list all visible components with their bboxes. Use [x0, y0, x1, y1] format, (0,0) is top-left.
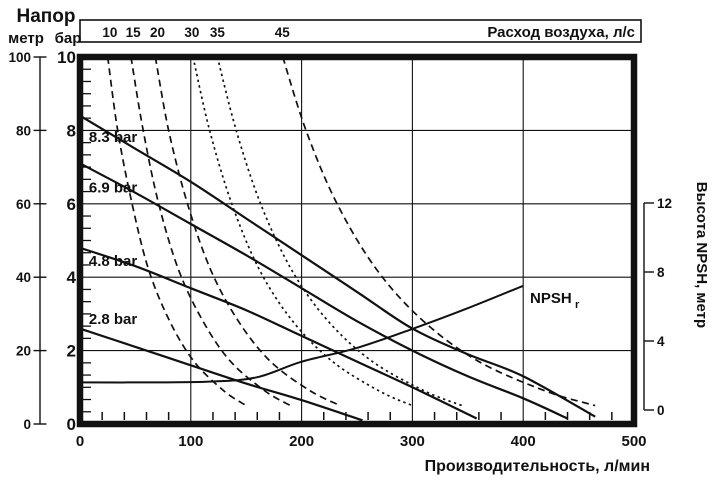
meters-tick-label: 0 — [23, 417, 31, 432]
air-flow-tick-label: 15 — [126, 25, 142, 40]
meters-tick-label: 40 — [16, 270, 31, 285]
capacity-axis-title: Производительность, л/мин — [425, 458, 650, 475]
capacity-tick-label: 200 — [289, 433, 314, 450]
bar-tick-label: 2 — [67, 342, 76, 361]
pressure-curve-2.8-bar — [81, 327, 363, 422]
bar-tick-label: 10 — [57, 48, 76, 67]
npsh-tick-label: 4 — [657, 334, 665, 349]
air-consumption-curve-30 — [192, 56, 413, 407]
air-flow-tick-label: 45 — [275, 25, 291, 40]
pressure-curve-label: 8.3 bar — [89, 129, 138, 146]
bar-tick-label: 6 — [67, 195, 76, 214]
capacity-tick-label: 0 — [76, 433, 84, 450]
capacity-tick-label: 300 — [400, 433, 425, 450]
npsh-curve-label: NPSH — [530, 290, 572, 307]
air-consumption-curve-45 — [281, 56, 596, 407]
air-flow-tick-label: 20 — [150, 25, 165, 40]
npsh-tick-label: 12 — [657, 196, 672, 211]
npsh-tick-label: 8 — [657, 265, 665, 280]
capacity-tick-label: 500 — [621, 433, 646, 450]
pressure-curve-4.8-bar — [81, 246, 478, 420]
air-flow-tick-label: 35 — [210, 25, 226, 40]
pressure-curve-label: 2.8 bar — [89, 311, 138, 328]
pressure-curve-6.9-bar — [81, 162, 568, 420]
capacity-tick-label: 400 — [511, 433, 536, 450]
pressure-curve-8.3-bar — [81, 115, 596, 418]
plot-border — [76, 53, 638, 428]
meters-tick-label: 20 — [16, 344, 31, 359]
meters-tick-label: 80 — [16, 123, 31, 138]
air-consumption-curve-35 — [216, 56, 463, 407]
meters-tick-label: 60 — [16, 197, 31, 212]
bar-tick-label: 8 — [67, 121, 76, 140]
bar-tick-label: 0 — [67, 415, 76, 434]
pressure-curve-label: 6.9 bar — [89, 179, 138, 196]
capacity-tick-label: 100 — [178, 433, 203, 450]
npsh-tick-label: 0 — [657, 403, 665, 418]
npsh-curve-label-subscript: r — [575, 299, 580, 311]
air-consumption-curve-20 — [154, 56, 341, 407]
head-axis-title: Напор — [17, 6, 76, 27]
pressure-curve-label: 4.8 bar — [89, 253, 138, 270]
meters-tick-label: 100 — [8, 50, 31, 65]
air-flow-tick-label: 10 — [102, 25, 117, 40]
air-flow-axis-title: Расход воздуха, л/с — [487, 24, 635, 41]
air-flow-tick-label: 30 — [184, 25, 199, 40]
air-flow-label-box — [79, 19, 642, 43]
bar-axis-label: бар — [55, 30, 82, 47]
air-consumption-curve-15 — [130, 56, 291, 407]
npsh-curve — [81, 284, 524, 384]
curves-group — [81, 56, 596, 422]
npsh-axis-title: Высота NPSH, метр — [693, 182, 710, 328]
meters-axis-label: метр — [8, 30, 44, 47]
air-consumption-curve-10 — [106, 56, 247, 407]
bar-tick-label: 4 — [67, 268, 77, 287]
